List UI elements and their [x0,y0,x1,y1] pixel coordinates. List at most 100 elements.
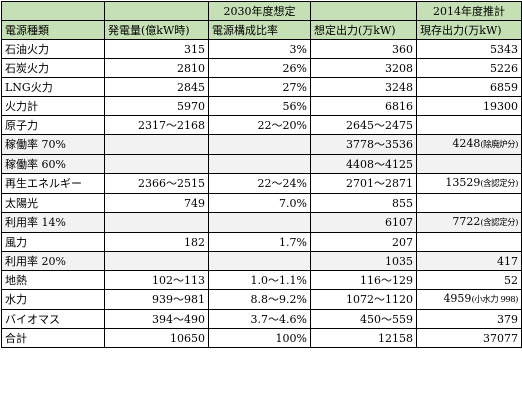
cell-generation [104,134,209,155]
table-row: 太陽光 749 7.0% 855 [1,193,522,213]
header-row-top: 2030年度想定 2014年度推計 [1,1,522,21]
cell-existing-output: 19300 [416,96,522,116]
cell-existing-output: 4959(小水力 998) [416,289,522,310]
header-row-columns: 電源種類 発電量(億kW時) 電源構成比率 想定出力(万kW) 現存出力(万kW… [1,20,522,40]
header-col-assumed-output: 想定出力(万kW) [310,20,417,40]
cell-existing-output: 6859 [416,77,522,97]
cell-assumed-output: 450～559 [310,309,417,329]
table-row: LNG火力 2845 27% 3248 6859 [1,77,522,97]
cell-assumed-output: 2645～2475 [310,115,417,135]
cell-source-type: 水力 [1,289,105,310]
cell-source-type: 原子力 [1,115,105,135]
cell-generation: 102～113 [104,270,209,290]
cell-existing-output: 5226 [416,58,522,78]
header-top-cell-5: 2014年度推計 [416,1,522,21]
cell-ratio: 56% [208,96,311,116]
table-row: 火力計 5970 56% 6816 19300 [1,96,522,116]
header-col-ratio: 電源構成比率 [208,20,311,40]
cell-source-type: 太陽光 [1,193,105,213]
cell-assumed-output: 1072～1120 [310,289,417,310]
cell-source-type: 風力 [1,232,105,252]
cell-ratio: 7.0% [208,193,311,213]
cell-generation: 749 [104,193,209,213]
cell-generation: 2845 [104,77,209,97]
table-row: 稼働率 60% 4408～4125 [1,154,522,174]
header-top-cell-3: 2030年度想定 [208,1,311,21]
cell-ratio: 26% [208,58,311,78]
cell-value: 7722 [452,215,481,228]
table-row: 原子力 2317～2168 22～20% 2645～2475 [1,115,522,135]
cell-existing-output: 5343 [416,39,522,59]
cell-existing-output: 417 [416,251,522,271]
cell-note: (小水力 998) [471,295,518,305]
table-row: 風力 182 1.7% 207 [1,232,522,252]
cell-assumed-output: 1035 [310,251,417,271]
cell-existing-output: 13529(含認定分) [416,173,522,194]
cell-generation [104,154,209,174]
cell-generation [104,251,209,271]
cell-assumed-output: 360 [310,39,417,59]
cell-ratio [208,251,311,271]
cell-ratio [208,212,311,233]
cell-assumed-output: 6816 [310,96,417,116]
cell-source-type: 稼働率 70% [1,134,105,155]
cell-ratio: 27% [208,77,311,97]
cell-assumed-output: 207 [310,232,417,252]
cell-source-type: 稼働率 60% [1,154,105,174]
table-row: 地熱 102～113 1.0～1.1% 116～129 52 [1,270,522,290]
cell-ratio [208,154,311,174]
cell-generation: 182 [104,232,209,252]
cell-existing-output: 4248(除廃炉分) [416,134,522,155]
header-col-generation: 発電量(億kW時) [104,20,209,40]
table-row: 水力 939～981 8.8～9.2% 1072～1120 4959(小水力 998) [1,289,522,310]
cell-existing-output: 379 [416,309,522,329]
cell-generation [104,212,209,233]
table-row: 利用率 14% 6107 7722(含認定分) [1,212,522,233]
cell-note: (含認定分) [480,179,518,189]
cell-value: 13529 [445,176,481,189]
table-row: バイオマス 394～490 3.7～4.6% 450～559 379 [1,309,522,329]
power-source-table: 2030年度想定 2014年度推計 電源種類 発電量(億kW時) 電源構成比率 … [1,1,522,348]
table-row: 利用率 20% 1035 417 [1,251,522,271]
cell-assumed-output: 6107 [310,212,417,233]
cell-source-type: 利用率 20% [1,251,105,271]
cell-existing-output: 37077 [416,328,522,348]
cell-generation: 2317～2168 [104,115,209,135]
cell-ratio [208,134,311,155]
cell-ratio: 1.7% [208,232,311,252]
header-top-cell-1 [1,1,105,21]
cell-existing-output [416,193,522,213]
cell-assumed-output: 3778～3536 [310,134,417,155]
cell-ratio: 100% [208,328,311,348]
header-col-existing-output: 現存出力(万kW) [416,20,522,40]
cell-ratio: 22～20% [208,115,311,135]
table-row: 合計 10650 100% 12158 37077 [1,328,522,348]
cell-generation: 2810 [104,58,209,78]
cell-assumed-output: 3248 [310,77,417,97]
cell-value: 4248 [452,137,481,150]
cell-assumed-output: 116～129 [310,270,417,290]
cell-generation: 939～981 [104,289,209,310]
cell-source-type: 石炭火力 [1,58,105,78]
header-top-cell-2 [104,1,209,21]
cell-assumed-output: 4408～4125 [310,154,417,174]
cell-existing-output: 52 [416,270,522,290]
cell-ratio: 3.7～4.6% [208,309,311,329]
table-row: 石炭火力 2810 26% 3208 5226 [1,58,522,78]
cell-existing-output [416,154,522,174]
cell-value: 4959 [443,292,472,305]
header-col-source-type: 電源種類 [1,20,105,40]
cell-ratio: 3% [208,39,311,59]
cell-source-type: 合計 [1,328,105,348]
cell-generation: 2366～2515 [104,173,209,194]
cell-source-type: 利用率 14% [1,212,105,233]
cell-note: (含認定分) [480,218,518,228]
cell-generation: 10650 [104,328,209,348]
cell-generation: 5970 [104,96,209,116]
cell-ratio: 1.0～1.1% [208,270,311,290]
cell-source-type: 火力計 [1,96,105,116]
table-row: 稼働率 70% 3778～3536 4248(除廃炉分) [1,134,522,155]
cell-existing-output [416,115,522,135]
cell-note: (除廃炉分) [480,140,518,150]
cell-existing-output [416,232,522,252]
